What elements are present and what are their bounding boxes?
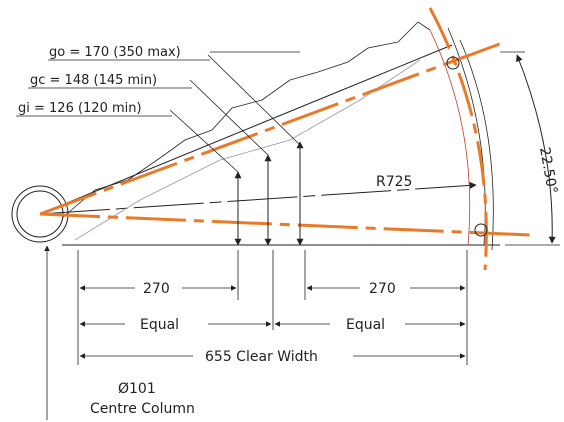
outer-curve-outer [459,39,494,251]
angle-label: 22.50° [536,146,560,195]
step-profile [61,21,431,219]
gi-label: gi = 126 (120 min) [18,101,142,116]
gc-label: gc = 148 (145 min) [30,73,157,88]
column-diameter-label: Ø101 [118,381,156,397]
column-label: Centre Column [90,401,195,417]
go-leader [207,54,301,146]
radius-line [39,181,477,215]
radius-label: R725 [376,174,412,190]
walkline-upper [39,40,506,216]
outer-curve-inner [429,29,471,246]
walkline-lower [39,212,531,237]
dim-clear-width-label: 655 Clear Width [205,349,318,365]
dim-270-left-label: 270 [143,281,170,297]
gc-leader [189,79,269,156]
go-leader-b [210,52,300,140]
angle-dimension-arc [516,54,556,244]
dim-equal-left-label: Equal [140,317,179,333]
dim-equal-right-label: Equal [346,317,385,333]
go-label: go = 170 (350 max) [49,45,181,60]
dim-270-right-label: 270 [369,281,396,297]
bolt-lower [474,223,488,237]
bolt-upper [446,56,460,70]
outer-centreline-arc [428,7,488,271]
gi-leader [169,109,239,173]
